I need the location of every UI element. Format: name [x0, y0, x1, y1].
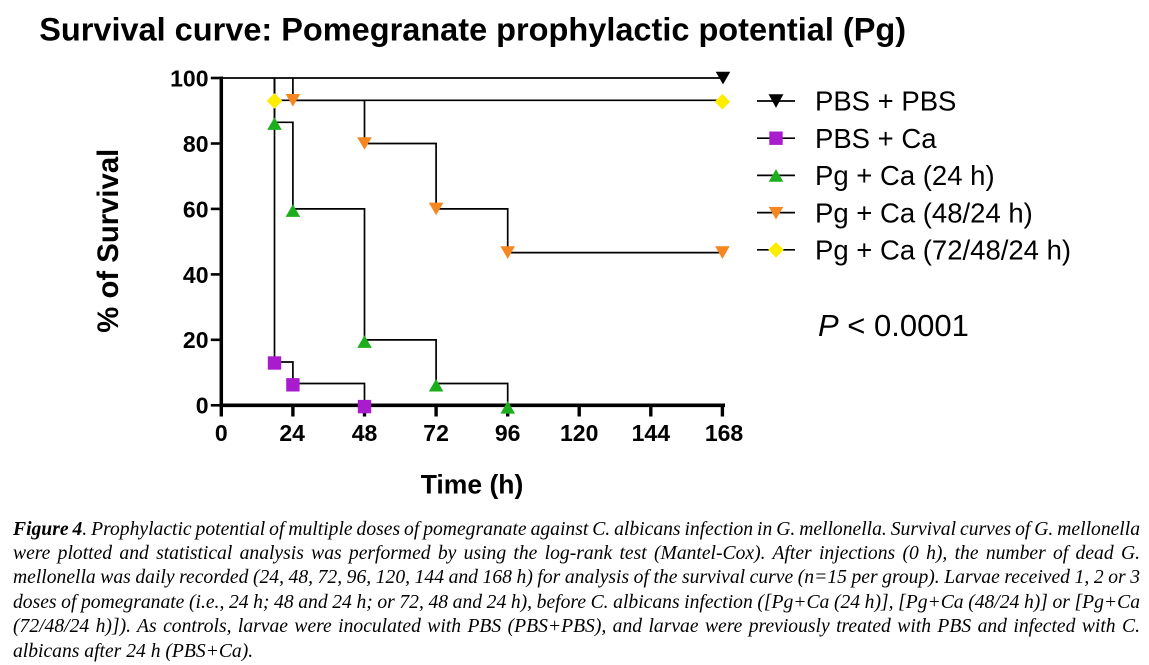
svg-text:0: 0 — [196, 393, 209, 419]
svg-text:96: 96 — [495, 420, 521, 446]
svg-text:80: 80 — [183, 131, 209, 157]
svg-text:% of Survival: % of Survival — [92, 149, 125, 333]
svg-text:48: 48 — [352, 420, 378, 446]
svg-text:120: 120 — [560, 420, 598, 446]
svg-text:24: 24 — [279, 420, 305, 446]
svg-text:PBS + Ca: PBS + Ca — [815, 123, 937, 154]
svg-text:P < 0.0001: P < 0.0001 — [818, 308, 969, 343]
svg-text:Pg + Ca (24 h): Pg + Ca (24 h) — [815, 160, 995, 191]
svg-text:144: 144 — [632, 420, 671, 446]
svg-text:0: 0 — [215, 420, 228, 446]
svg-text:40: 40 — [183, 262, 209, 288]
svg-text:20: 20 — [183, 327, 209, 353]
svg-text:Pg + Ca (72/48/24 h): Pg + Ca (72/48/24 h) — [815, 235, 1071, 266]
svg-text:Survival curve: Pomegranate pr: Survival curve: Pomegranate prophylactic… — [39, 12, 906, 48]
svg-text:Pg + Ca (48/24 h): Pg + Ca (48/24 h) — [815, 197, 1033, 228]
svg-text:Time (h): Time (h) — [421, 470, 524, 500]
svg-text:60: 60 — [183, 196, 209, 222]
svg-text:100: 100 — [170, 65, 208, 91]
svg-text:72: 72 — [423, 420, 449, 446]
svg-text:PBS + PBS: PBS + PBS — [815, 86, 956, 117]
svg-text:168: 168 — [705, 420, 744, 446]
